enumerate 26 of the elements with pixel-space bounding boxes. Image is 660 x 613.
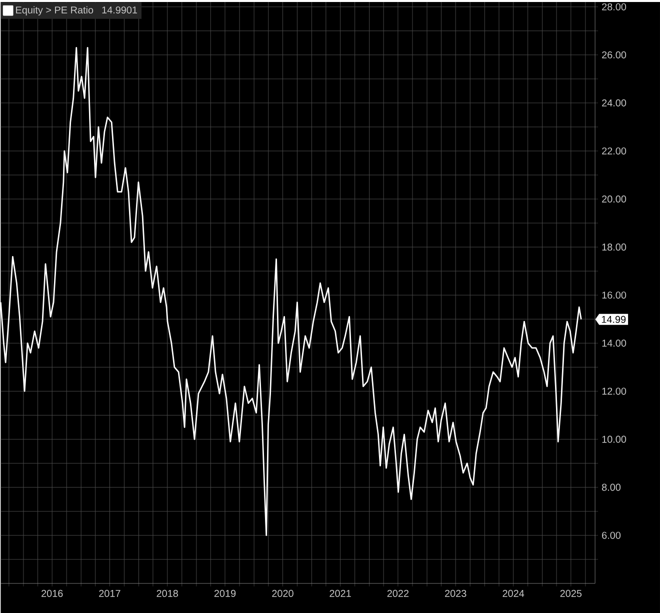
y-tick-label: 10.00: [602, 436, 626, 443]
legend-label: Equity > PE Ratio: [16, 6, 94, 16]
x-tick-label: 2023: [445, 590, 466, 597]
y-tick-label: 18.00: [602, 243, 626, 250]
y-tick-label: 16.00: [602, 291, 626, 298]
x-tick-label: 2017: [99, 590, 120, 597]
line-series: [0, 46, 582, 536]
y-tick-label: 12.00: [602, 388, 626, 395]
y-tick-label: 24.00: [602, 99, 626, 106]
x-tick-label: 2024: [502, 590, 524, 597]
annotation: 14.9901: [102, 6, 138, 14]
x-tick-label: 2020: [272, 590, 294, 597]
y-tick-label: 28.00: [602, 3, 626, 10]
x-tick-label: 2025: [560, 590, 582, 597]
y-tick-label: 8.00: [602, 484, 621, 491]
text: 14.99: [602, 316, 626, 323]
y-tick-label: 26.00: [602, 51, 626, 58]
x-tick-label: 2021: [330, 590, 351, 597]
x-tick-label: 2019: [214, 590, 236, 597]
y-tick-label: 20.00: [602, 195, 626, 202]
x-tick-label: 2016: [42, 590, 63, 597]
y-tick-label: 22.00: [602, 147, 626, 154]
x-tick-label: 2018: [156, 590, 178, 597]
x-tick-label: 2022: [387, 590, 409, 597]
y-tick-label: 14.00: [602, 339, 626, 346]
y-tick-label: 6.00: [602, 532, 621, 539]
